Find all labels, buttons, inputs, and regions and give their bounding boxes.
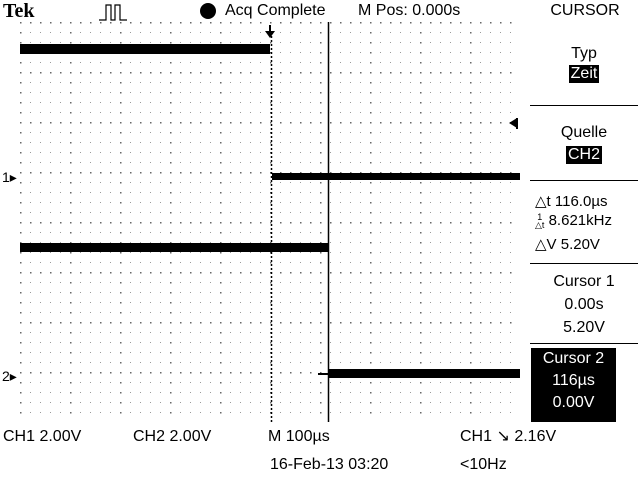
cursor1-time: 0.00s: [564, 296, 604, 313]
cursor2-selected-button[interactable]: Cursor 2 116µs 0.00V: [531, 348, 616, 422]
source-label: Quelle: [560, 124, 608, 141]
ch1-scale-readout: CH1 2.00V: [3, 428, 82, 445]
waveform-display: [20, 22, 520, 422]
falling-edge-icon: ↘: [496, 428, 510, 445]
horizontal-position-readout: M Pos: 0.000s: [358, 2, 461, 19]
delta-t-readout: △t 116.0µs: [535, 193, 608, 210]
ch2-scale-readout: CH2 2.00V: [133, 428, 212, 445]
type-menu-button[interactable]: Zeit: [528, 65, 640, 83]
source-menu-button[interactable]: CH2: [528, 146, 640, 164]
delta-v-readout: △V 5.20V: [535, 236, 600, 253]
ch1-ground-marker: 1▸: [2, 169, 17, 185]
menu-divider: [530, 180, 638, 181]
trigger-position-marker-icon: [265, 31, 275, 38]
ch2-ground-marker: 2▸: [2, 368, 17, 384]
graticule-major-marks: [20, 22, 512, 414]
cursor2-label: Cursor 2: [542, 350, 605, 367]
trigger-source: CH1: [460, 428, 493, 445]
trigger-readout: CH1 ↘ 2.16V: [460, 428, 556, 446]
menu-divider: [530, 343, 638, 344]
source-value: CH2: [565, 146, 602, 164]
menu-divider: [530, 105, 638, 106]
tek-logo: Tek: [3, 0, 35, 22]
trigger-level: 2.16V: [514, 428, 557, 445]
menu-divider: [530, 263, 638, 264]
cursor1-label[interactable]: Cursor 1: [553, 273, 615, 290]
delta-icon: △: [535, 236, 547, 253]
cursor2-voltage: 0.00V: [552, 394, 595, 411]
one-over-delta-t-icon: 1 △t: [535, 212, 545, 231]
cursor2-time: 116µs: [552, 372, 595, 389]
trigger-frequency-readout: <10Hz: [460, 456, 507, 473]
trigger-state-pulse-icon: [99, 4, 127, 21]
type-value: Zeit: [568, 65, 600, 83]
date-time-readout: 16-Feb-13 03:20: [270, 456, 389, 473]
menu-title: CURSOR: [550, 2, 620, 19]
timebase-readout: M 100µs: [268, 428, 330, 445]
inverse-delta-t-readout: 1 △t 8.621kHz: [535, 212, 612, 231]
ch1-trace: [20, 44, 520, 180]
acquisition-status: Acq Complete: [225, 2, 326, 19]
cursor1-voltage: 5.20V: [563, 319, 605, 336]
acquisition-run-indicator-icon: [200, 3, 216, 19]
ch2-trace: [20, 243, 520, 378]
type-label: Typ: [571, 45, 597, 62]
trigger-level-marker-icon: [509, 118, 517, 128]
delta-icon: △: [535, 193, 547, 210]
